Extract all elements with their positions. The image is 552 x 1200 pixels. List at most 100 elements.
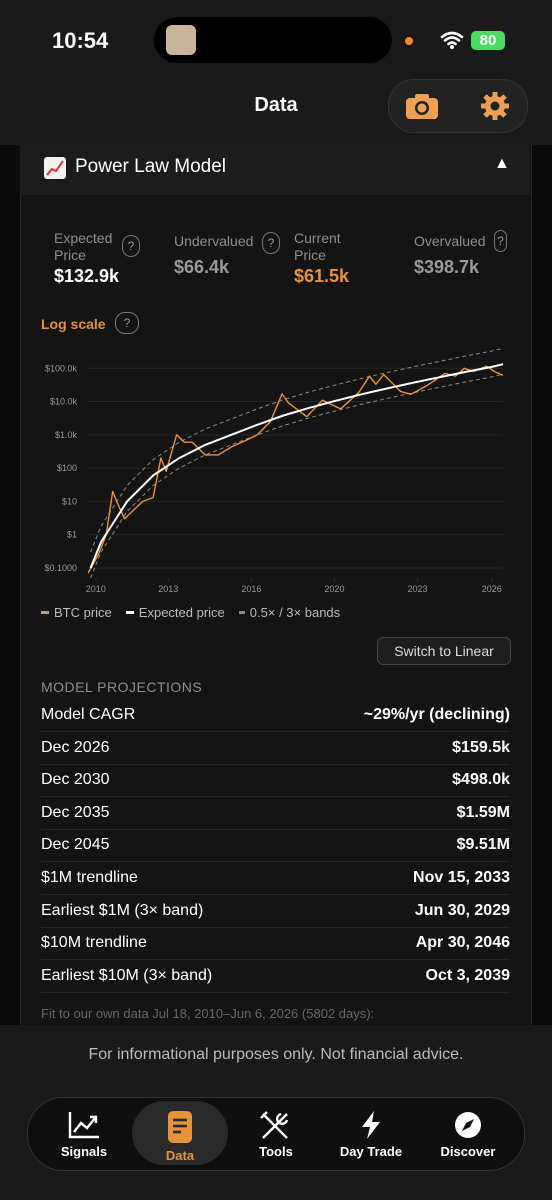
- projection-label: Model CAGR: [41, 706, 136, 723]
- scale-label: Log scale: [41, 316, 106, 332]
- tab[interactable]: Discover: [420, 1097, 516, 1169]
- legend-label: BTC price: [54, 605, 112, 620]
- switch-button[interactable]: Switch to Linear: [377, 637, 511, 665]
- card: [20, 145, 532, 1026]
- band-line: [90, 373, 503, 578]
- projection-value: Apr 30, 2046: [415, 934, 510, 952]
- tab[interactable]: Data: [132, 1101, 228, 1165]
- y-tick-label: $10: [62, 496, 77, 506]
- tab[interactable]: Day Trade: [323, 1097, 419, 1169]
- band-line: [90, 347, 503, 553]
- status-time: 10:54: [52, 28, 109, 53]
- chart: $0.1000 $1 $10 $100 $1.0k $10.0k $100.0k 2010 20…: [44, 347, 503, 594]
- y-tick-label: $10.0k: [50, 397, 78, 407]
- help-icon[interactable]: ?: [122, 235, 140, 257]
- plot-area: [88, 347, 503, 578]
- legend: BTC price Expected price 0.5× / 3× bands: [41, 605, 340, 620]
- tab-icon: [68, 1112, 99, 1139]
- stat-label: Expected Price: [54, 230, 113, 263]
- projection-row: Model CAGR ~29%/yr (declining): [41, 699, 510, 732]
- projection-row: Earliest $1M (3× band) Jun 30, 2029: [41, 895, 510, 928]
- card-title: Power Law Model: [75, 156, 227, 177]
- x-tick-label: 2010: [86, 584, 106, 594]
- tab-icon: [168, 1111, 192, 1143]
- settings-button[interactable]: [480, 91, 510, 121]
- projection-value: Jun 30, 2029: [414, 901, 510, 919]
- projection-value: ~29%/yr (declining): [363, 706, 510, 723]
- header-tools: [388, 79, 528, 133]
- projection-row: Dec 2026 $159.5k: [41, 732, 510, 765]
- legend-item: BTC price: [41, 605, 112, 620]
- legend-label: 0.5× / 3× bands: [249, 605, 341, 620]
- tab-icon: [362, 1111, 380, 1139]
- help-icon[interactable]: ?: [262, 232, 280, 254]
- tab[interactable]: Tools: [228, 1097, 324, 1169]
- tab-label: Tools: [259, 1144, 293, 1159]
- stat-label: Overvalued: [414, 233, 486, 249]
- tab-icon: [260, 1111, 289, 1139]
- tab-label: Day Trade: [339, 1144, 403, 1159]
- x-tick-label: 2016: [241, 584, 261, 594]
- projection-row: $1M trendline Nov 15, 2033: [41, 862, 510, 895]
- projection-value: $1.59M: [456, 803, 510, 821]
- disclaimer: For informational purposes only. Not fin…: [88, 1046, 464, 1063]
- stat-value: $66.4k: [174, 257, 230, 277]
- legend-swatch: [125, 611, 134, 614]
- projection-label: Dec 2030: [41, 771, 110, 789]
- stat-value: $61.5k: [294, 266, 350, 286]
- y-tick-label: $1.0k: [55, 430, 78, 440]
- stat-value: $398.7k: [414, 257, 480, 277]
- header-title: Data: [254, 94, 298, 116]
- legend-item: 0.5× / 3× bands: [238, 605, 341, 620]
- projection-value: $159.5k: [452, 738, 510, 756]
- series-line: [88, 365, 503, 574]
- indicator-dot: [405, 37, 413, 45]
- tab[interactable]: Signals: [36, 1097, 132, 1169]
- stat-label: Undervalued: [174, 233, 254, 249]
- stat-value: $132.9k: [54, 266, 120, 286]
- projection-row: $10M trendline Apr 30, 2046: [41, 927, 510, 961]
- legend-swatch: [41, 611, 49, 614]
- projection-value: Oct 3, 2039: [425, 966, 511, 984]
- x-tick-label: 2023: [408, 584, 428, 594]
- projection-row: Dec 2035 $1.59M: [41, 797, 510, 830]
- tab-label: Data: [165, 1148, 195, 1163]
- y-tick-label: $100.0k: [45, 363, 78, 373]
- tab-label: Discover: [440, 1144, 496, 1159]
- legend-item: Expected price: [125, 605, 225, 620]
- projection-label: Earliest $10M (3× band): [41, 966, 213, 984]
- y-tick-label: $0.1000: [44, 563, 77, 573]
- card-header[interactable]: [20, 145, 530, 195]
- help-icon[interactable]: ?: [494, 230, 507, 252]
- projection-label: Dec 2035: [41, 803, 110, 821]
- projection-value: Nov 15, 2033: [413, 869, 510, 886]
- projection-value: $498.0k: [452, 771, 510, 789]
- y-tick-label: $1: [67, 530, 77, 540]
- dynamic-island: [154, 17, 413, 63]
- fit-note: Fit to our own data Jul 18, 2010–Jun 6, …: [41, 1006, 375, 1021]
- projection-label: Earliest $1M (3× band): [41, 901, 204, 919]
- wifi-icon: [440, 31, 464, 49]
- projection-label: $1M trendline: [41, 869, 138, 886]
- avatar: [166, 25, 196, 55]
- chart-emoji: [44, 157, 66, 179]
- x-tick-label: 2026: [482, 584, 502, 594]
- section-heading: MODEL PROJECTIONS: [41, 679, 203, 695]
- x-tick-label: 2020: [324, 584, 344, 594]
- projection-label: $10M trendline: [41, 934, 147, 952]
- tab-bar: [27, 1097, 525, 1171]
- series-line: [89, 363, 503, 569]
- legend-label: Expected price: [138, 605, 225, 620]
- tab-icon: [455, 1112, 481, 1138]
- projection-value: $9.51M: [456, 836, 510, 854]
- help-icon[interactable]: ?: [115, 312, 139, 334]
- projection-row: Earliest $10M (3× band) Oct 3, 2039: [41, 960, 510, 993]
- x-tick-label: 2013: [158, 584, 178, 594]
- camera-button[interactable]: [404, 92, 440, 120]
- legend-swatch: [238, 611, 245, 614]
- collapse-arrow[interactable]: ▲: [494, 155, 510, 172]
- projection-label: Dec 2045: [41, 836, 110, 854]
- projection-label: Dec 2026: [41, 738, 110, 756]
- stat-label: Current Price: [294, 230, 341, 263]
